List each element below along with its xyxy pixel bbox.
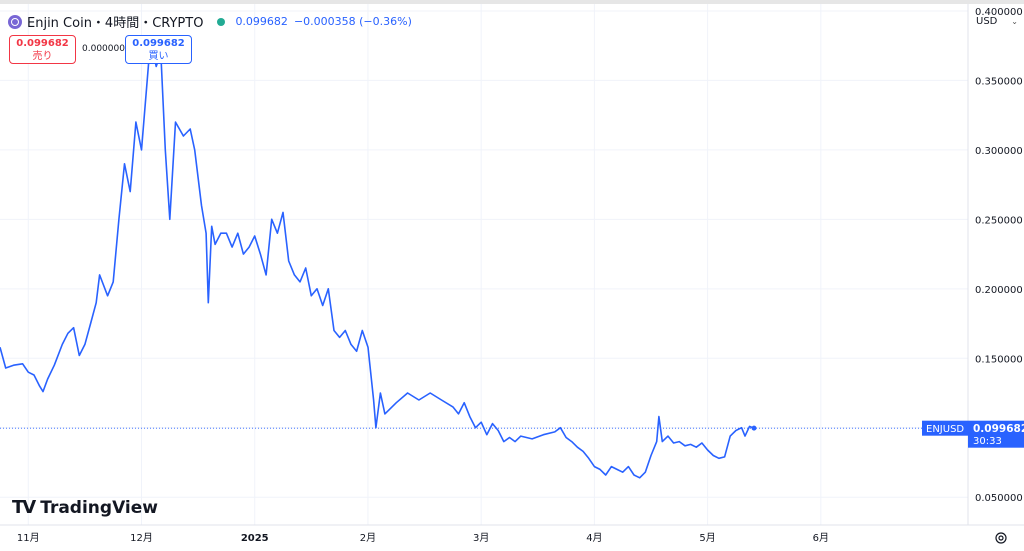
market-status-icon [217,17,226,26]
symbol-title[interactable]: Enjin Coin・4時間・CRYPTO [27,16,204,31]
window-top-border [0,0,1024,4]
tradingview-logo-text: TradingView [40,497,158,518]
price-axis-ticks: 0.050000 0.150000 0.200000 0.250000 0.300000… [975,7,1023,504]
time-axis-tick-label: 12月 [130,532,153,544]
tradingview-logo[interactable]: TV TradingView [12,497,158,518]
sell-price: 0.099682 [16,38,69,49]
symbol-tag-label: ENJUSD [926,424,964,435]
time-axis-tick-label: 2025 [241,533,269,544]
enjin-coin-icon [8,14,22,29]
legend-price-change: −0.000358 (−0.36%) [293,15,412,28]
price-axis-tick-label: 0.050000 [975,493,1023,504]
time-axis-ticks: 11月 12月 2025 2月 3月 4月 5月 6月 [17,532,829,544]
price-tag-bg [968,420,1024,448]
chart-grid [0,4,968,525]
buy-label: 買い [148,51,169,62]
symbol-legend: Enjin Coin・4時間・CRYPTO 0.099682 −0.000358… [8,12,412,31]
price-line-series [0,37,755,479]
symbol-tag-bg [922,420,968,436]
time-axis-tick-label: 3月 [473,532,489,544]
time-axis-tick-label: 11月 [17,532,40,544]
sell-label: 売り [32,51,53,62]
price-axis-tick-label: 0.300000 [975,146,1023,157]
price-tag-value: 0.099682 [973,423,1024,435]
last-price-dot [751,425,757,431]
price-axis-tick-label: 0.400000 [975,7,1023,18]
time-axis-tick-label: 6月 [813,532,829,544]
price-axis-tick-label: 0.150000 [975,354,1023,365]
price-axis-tick-label: 0.200000 [975,285,1023,296]
price-axis-tick-label: 0.350000 [975,76,1023,87]
currency-selector[interactable]: USD ⌄ [972,12,1022,30]
spread-value: 0.000000 [82,44,125,54]
settings-gear-icon[interactable] [994,531,1008,545]
price-axis-tick-label: 0.250000 [975,215,1023,226]
time-axis-tick-label: 5月 [699,532,715,544]
time-axis-tick-label: 4月 [586,532,602,544]
chevron-down-icon: ⌄ [1011,16,1018,26]
tradingview-logo-icon: TV [12,497,36,518]
buy-price: 0.099682 [132,38,185,49]
currency-label: USD [976,15,998,27]
price-tag-countdown: 30:33 [973,436,1002,447]
price-chart[interactable]: 0.050000 0.150000 0.200000 0.250000 0.300000… [0,4,1024,551]
time-axis-tick-label: 2月 [360,532,376,544]
legend-last-price: 0.099682 [235,15,288,28]
buy-button[interactable]: 0.099682 買い [125,35,192,64]
last-price-tag: ENJUSD 0.099682 30:33 [922,420,1024,448]
sell-button[interactable]: 0.099682 売り [9,35,76,64]
